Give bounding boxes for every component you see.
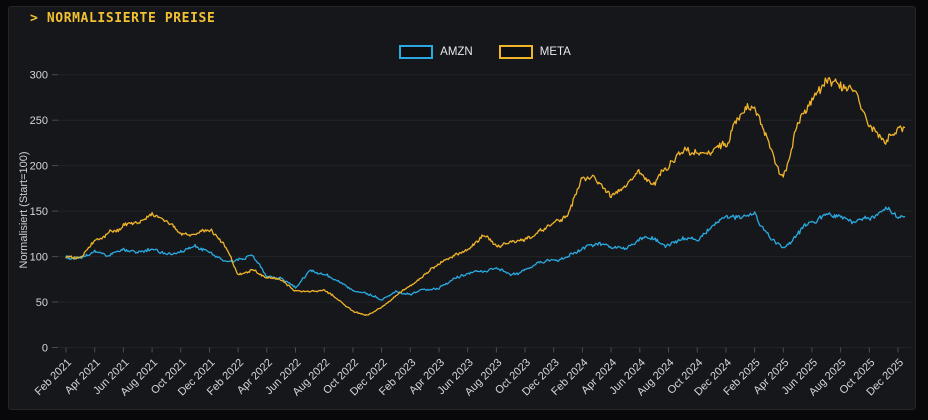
chart-panel — [8, 6, 916, 410]
y-tick-label: 300 — [30, 70, 48, 82]
legend-item-meta: META — [498, 45, 571, 59]
legend-item-amzn: AMZN — [399, 45, 473, 59]
y-tick-label: 150 — [30, 206, 48, 218]
page-title: > NORMALISIERTE PREISE — [30, 11, 216, 26]
legend-label-amzn: AMZN — [440, 46, 473, 58]
y-tick-label: 200 — [30, 161, 48, 173]
legend-swatch-meta — [498, 45, 533, 59]
y-tick-label: 250 — [30, 115, 48, 127]
chart-legend: AMZN META — [58, 45, 912, 59]
y-tick-label: 0 — [42, 343, 48, 355]
y-tick-label: 50 — [36, 297, 48, 309]
series-line-amzn — [65, 206, 906, 301]
legend-label-meta: META — [539, 46, 571, 58]
series-line-meta — [65, 77, 906, 316]
legend-swatch-amzn — [399, 45, 434, 59]
y-tick-label: 100 — [30, 252, 48, 264]
